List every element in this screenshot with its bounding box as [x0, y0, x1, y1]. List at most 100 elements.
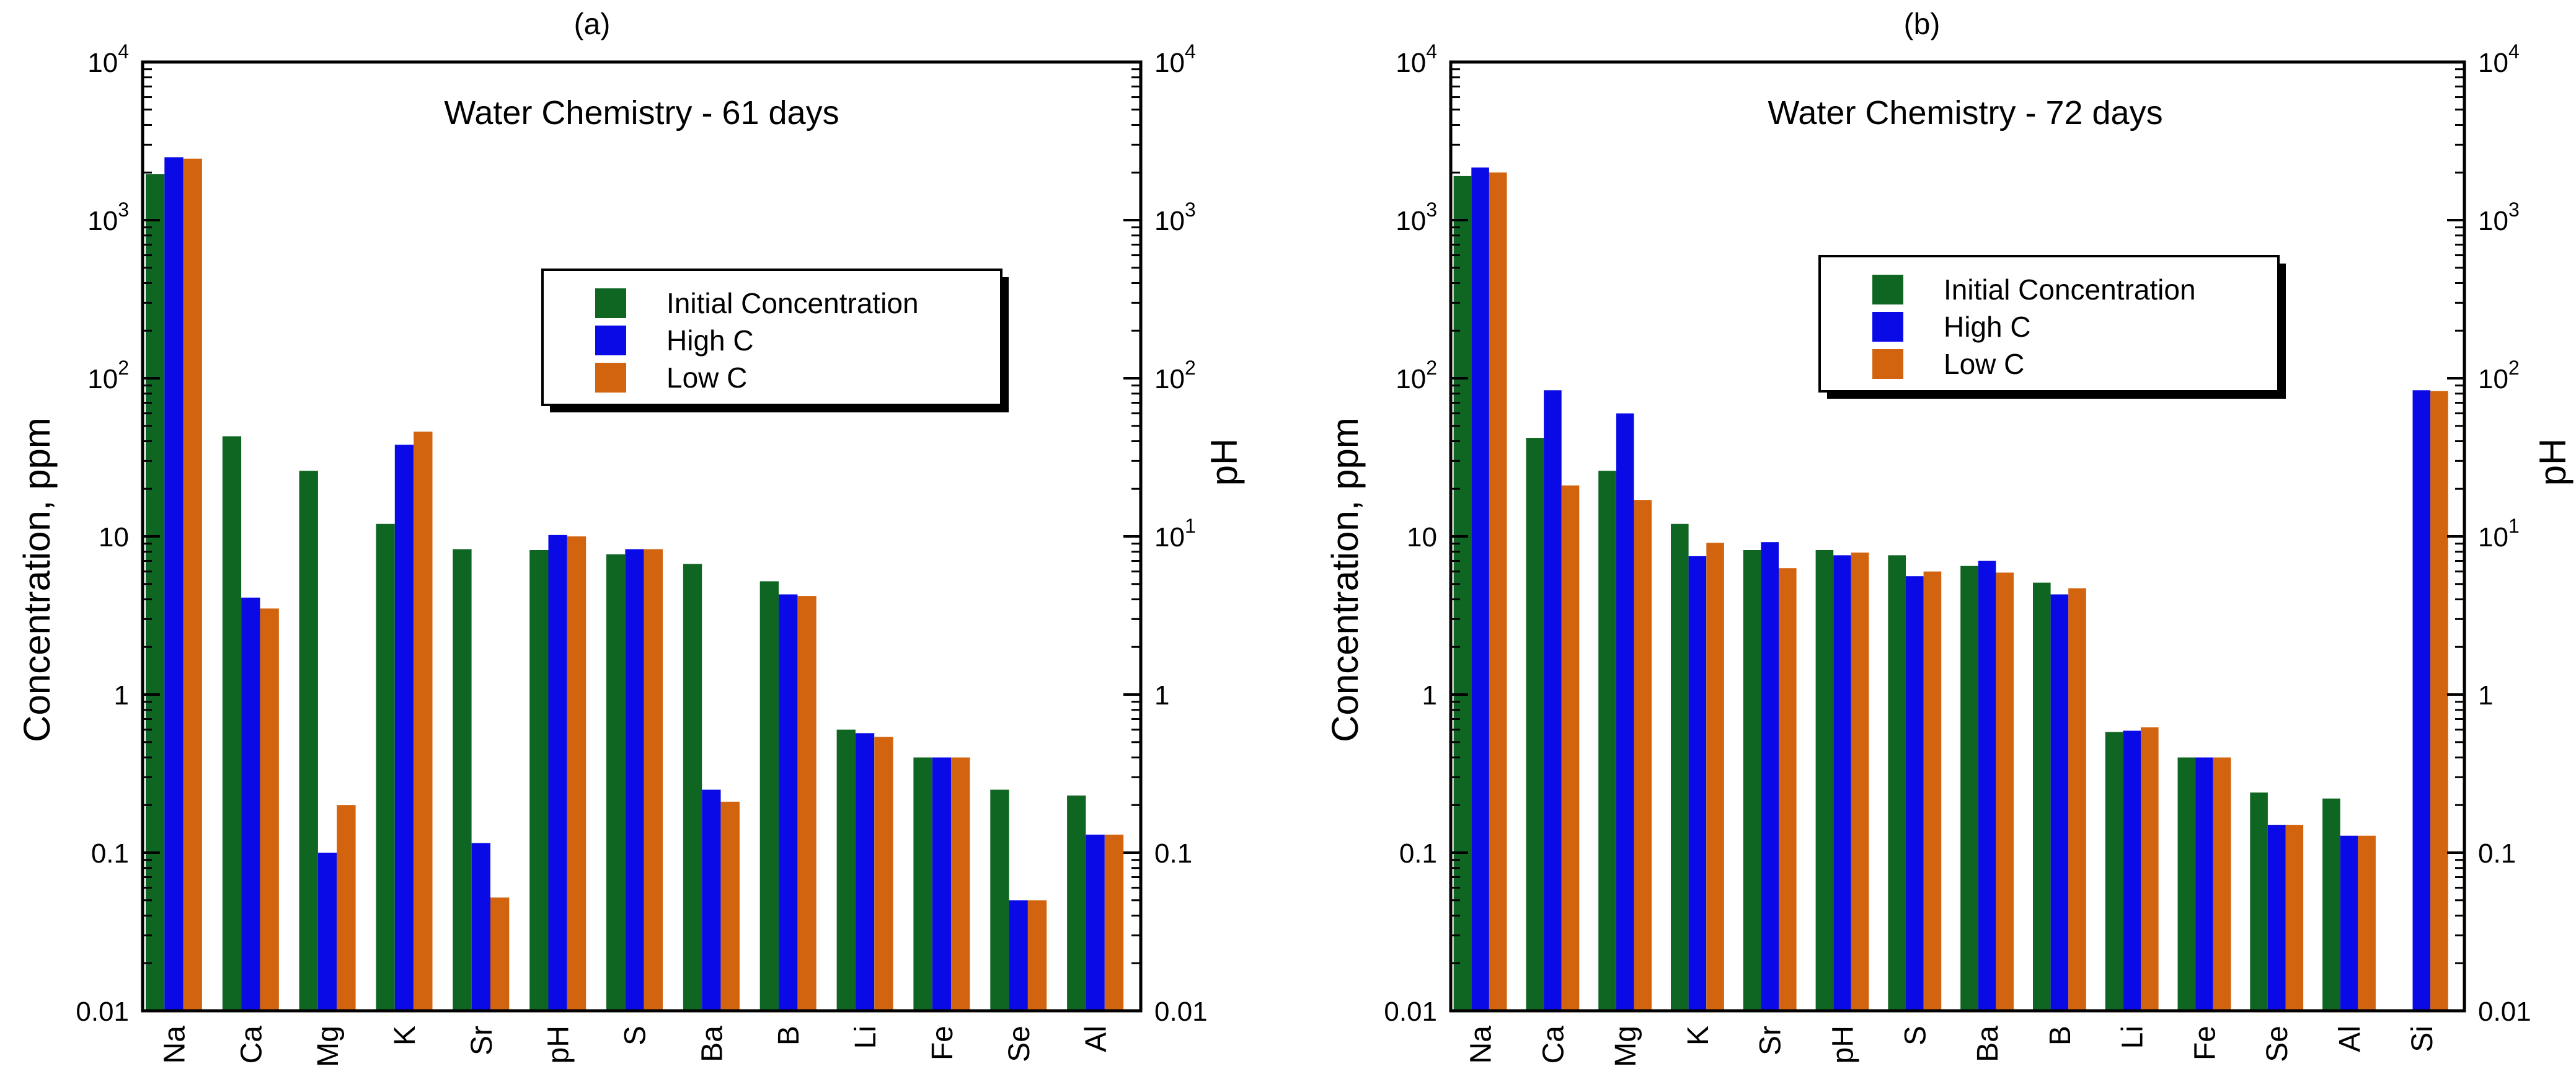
legend-label-low: Low C [666, 362, 747, 394]
bar-high-al [1086, 834, 1105, 1011]
left-tick-label: 0.1 [1399, 838, 1437, 869]
legend-label-high: High C [666, 324, 754, 357]
category-label-na: Na [1465, 1026, 1498, 1064]
bar-initial-se [990, 789, 1009, 1011]
tick-base: 10 [87, 48, 118, 78]
bar-high-sr [1761, 542, 1779, 1011]
tick-exponent: 3 [118, 198, 129, 221]
left-tick-label: 102 [87, 357, 129, 394]
category-label-li: Li [2117, 1026, 2149, 1049]
category-label-s: S [1899, 1026, 1932, 1046]
bars [1453, 167, 2448, 1011]
bar-initial-k [1671, 523, 1689, 1011]
bar-high-li [2123, 730, 2141, 1011]
tick-exponent: 2 [1426, 357, 1437, 379]
bar-low-al [2358, 835, 2376, 1011]
bar-low-b [797, 596, 817, 1011]
right-tick-label: 102 [1154, 357, 1196, 394]
bar-initial-ca [222, 436, 242, 1011]
bar-initial-s [606, 554, 626, 1011]
bar-low-li [874, 737, 893, 1011]
chart-panel-b: 0.010.11101021031040.010.11101102103104N… [1324, 8, 2574, 1067]
category-labels: Na Ca Mg K Sr pH S Ba B Li Fe Se Al Si [1465, 1026, 2439, 1067]
left-tick-label: 0.01 [1384, 997, 1437, 1027]
bar-low-ca [260, 608, 279, 1011]
legend-swatch-high [595, 326, 626, 355]
category-label-li: Li [849, 1026, 882, 1049]
category-label-sr: Sr [466, 1026, 498, 1055]
bar-initial-s [1888, 555, 1906, 1011]
category-label-fe: Fe [926, 1026, 959, 1060]
bar-high-se [1009, 900, 1028, 1011]
right-tick-label: 102 [2478, 357, 2520, 394]
bar-initial-sr [1743, 550, 1761, 1011]
bar-high-ca [241, 597, 260, 1011]
tick-exponent: 4 [1426, 40, 1437, 63]
legend-label-initial: Initial Concentration [1944, 273, 2196, 306]
category-label-k: K [1682, 1026, 1715, 1046]
tick-exponent: 4 [1185, 40, 1196, 63]
category-label-se: Se [2261, 1026, 2294, 1062]
legend-label-low: Low C [1944, 348, 2024, 380]
bar-initial-mg [299, 471, 318, 1011]
bar-initial-al [2322, 798, 2340, 1011]
bar-initial-sr [453, 549, 472, 1011]
tick-base: 10 [1396, 48, 1426, 78]
bar-high-na [1471, 167, 1489, 1011]
bar-low-ca [1561, 485, 1580, 1011]
panel-label: (b) [1904, 8, 1941, 41]
tick-base: 10 [1154, 364, 1185, 394]
category-label-b: B [2044, 1026, 2077, 1046]
bar-low-s [1923, 571, 1942, 1011]
left-tick-label: 0.01 [76, 997, 129, 1027]
bar-low-na [1489, 172, 1507, 1011]
tick-exponent: 3 [1185, 198, 1196, 221]
category-label-k: K [389, 1026, 422, 1046]
category-label-ca: Ca [235, 1026, 268, 1064]
tick-base: 10 [1154, 522, 1185, 553]
bar-high-ph [1833, 555, 1851, 1011]
bar-low-k [414, 432, 433, 1011]
category-label-ph: pH [542, 1026, 575, 1063]
bar-low-sr [490, 897, 510, 1011]
chart-title: Water Chemistry - 72 days [1768, 94, 2162, 131]
right-tick-label: 1 [2478, 680, 2493, 711]
bar-low-ba [720, 801, 740, 1011]
bar-high-na [164, 157, 184, 1011]
bar-initial-mg [1598, 471, 1616, 1011]
bar-initial-ca [1526, 438, 1544, 1011]
left-tick-label: 102 [1396, 357, 1437, 394]
chart-panel-a: 0.010.11101021031040.010.11101102103104N… [16, 8, 1245, 1067]
bar-high-ph [548, 535, 567, 1011]
category-label-si: Si [2406, 1026, 2439, 1052]
tick-exponent: 3 [2508, 198, 2520, 221]
bar-low-na [183, 158, 202, 1011]
tick-exponent: 3 [1426, 198, 1437, 221]
right-tick-label: 0.01 [1154, 997, 1208, 1027]
left-tick-label: 103 [87, 198, 129, 236]
right-tick-label: 101 [2478, 515, 2520, 553]
bar-low-s [644, 549, 663, 1011]
chart-title: Water Chemistry - 61 days [444, 94, 839, 131]
bar-high-b [2050, 594, 2069, 1011]
panel-label: (a) [574, 8, 611, 41]
tick-exponent: 4 [118, 40, 129, 63]
tick-exponent: 4 [2508, 40, 2520, 63]
category-label-na: Na [158, 1026, 191, 1064]
tick-exponent: 2 [1185, 357, 1196, 379]
category-label-mg: Mg [312, 1026, 345, 1067]
left-tick-label: 1 [1422, 680, 1437, 711]
bar-high-k [394, 445, 414, 1011]
bar-low-si [2430, 391, 2448, 1011]
bar-high-k [1688, 556, 1707, 1011]
legend: Initial Concentration High C Low C [1818, 255, 2286, 399]
bar-initial-ph [529, 550, 549, 1011]
bar-initial-li [2105, 732, 2123, 1011]
category-label-ca: Ca [1537, 1026, 1570, 1064]
legend-label-initial: Initial Concentration [666, 287, 919, 319]
category-labels: Na Ca Mg K Sr pH S Ba B Li Fe Se Al [158, 1026, 1112, 1067]
bar-initial-b [759, 581, 779, 1011]
